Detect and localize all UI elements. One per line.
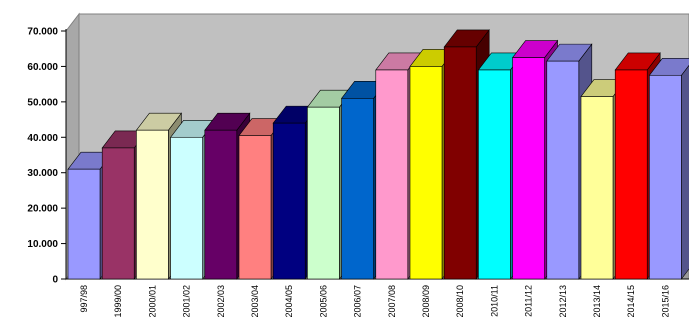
x-tick-label: 2004/05: [284, 285, 294, 318]
bar: [204, 129, 238, 280]
x-tick-label: 2008/10: [455, 285, 465, 318]
x-tick-label: 2011/12: [524, 285, 534, 317]
bar: [67, 168, 101, 280]
y-tick-label: 30.000: [27, 168, 58, 179]
bar: [478, 69, 511, 280]
y-tick-label: 40.000: [27, 133, 58, 144]
x-tick-label: 2006/07: [353, 285, 363, 318]
bar: [614, 69, 648, 280]
x-tick-label: 2013/14: [592, 285, 602, 318]
bar: [307, 106, 340, 280]
bar: [272, 122, 306, 280]
x-tick-label: 2008/09: [421, 285, 431, 318]
y-tick-label: 60.000: [27, 62, 58, 73]
x-tick-label: 2001/02: [182, 285, 192, 318]
x-tick-label: 2012/13: [558, 285, 568, 318]
x-tick-label: 2002/03: [216, 285, 226, 318]
bar: [546, 60, 580, 280]
bar: [341, 98, 374, 280]
y-tick-label: 10.000: [27, 239, 58, 250]
bar: [375, 69, 409, 280]
bar: [136, 129, 169, 280]
y-tick-label: 0: [52, 275, 58, 286]
bar: [649, 74, 682, 280]
x-tick-label: 2005/06: [318, 285, 328, 318]
x-tick-label: 2003/04: [250, 285, 260, 318]
bar: [580, 96, 614, 280]
y-tick-label: 70.000: [27, 27, 58, 38]
bar: [512, 57, 545, 280]
y-tick-label: 50.000: [27, 97, 58, 108]
y-tick-label: 20.000: [27, 204, 58, 215]
x-tick-label: 2014/15: [626, 285, 636, 318]
x-tick-label: 2007/08: [387, 285, 397, 318]
bar: [170, 136, 203, 280]
x-tick-label: 2010/11: [489, 285, 499, 317]
x-tick-label: 2000/01: [147, 285, 157, 318]
x-tick-label: 997/98: [79, 285, 89, 313]
bar-side: [681, 64, 689, 280]
bar: [101, 147, 135, 280]
bar: [409, 66, 443, 280]
x-tick-label: 2015/16: [660, 285, 670, 318]
x-tick-label: 1999/00: [113, 285, 123, 318]
bar: [443, 46, 477, 280]
bar: [238, 135, 272, 280]
